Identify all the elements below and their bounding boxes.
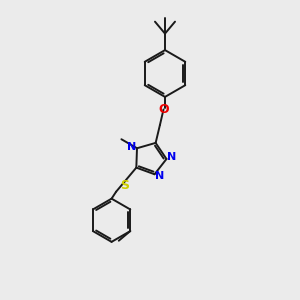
Text: N: N xyxy=(155,171,164,181)
Text: S: S xyxy=(120,178,129,191)
Text: N: N xyxy=(127,142,136,152)
Text: O: O xyxy=(158,103,169,116)
Text: N: N xyxy=(167,152,176,163)
